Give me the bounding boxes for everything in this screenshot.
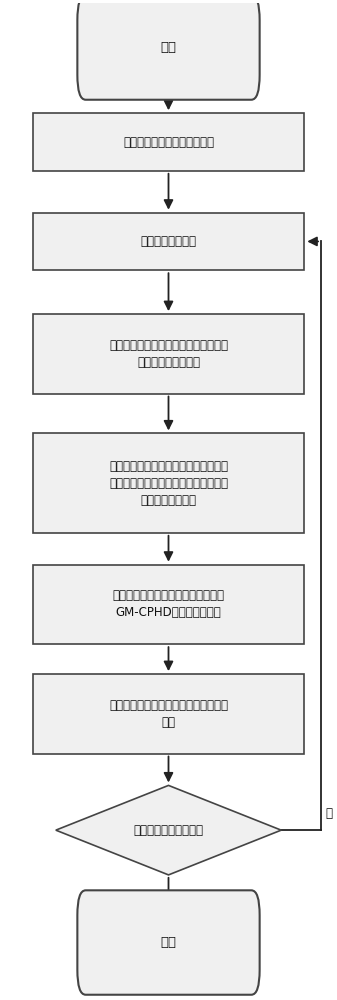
Bar <box>33 433 304 533</box>
Bar <box>33 565 304 644</box>
Text: 红外探测器获取红外图像序列: 红外探测器获取红外图像序列 <box>123 135 214 148</box>
Text: 采集单帧红外图像: 采集单帧红外图像 <box>141 235 196 248</box>
Text: 分块自适应阈值分割对背景抑制和目标
增强后图像进行分割，提取候选多目标
的状态和数目信息: 分块自适应阈值分割对背景抑制和目标 增强后图像进行分割，提取候选多目标 的状态和… <box>109 460 228 507</box>
Text: 改进的四阶偏微分方程实现单帧图像的
背景抑制和目标增强: 改进的四阶偏微分方程实现单帧图像的 背景抑制和目标增强 <box>109 339 228 369</box>
Text: 结束: 结束 <box>160 936 177 949</box>
FancyBboxPatch shape <box>78 0 259 100</box>
Text: 开始: 开始 <box>160 41 177 54</box>
Bar <box>33 674 304 754</box>
Bar <box>33 113 304 171</box>
Bar <box>33 314 304 394</box>
Text: 是: 是 <box>142 889 149 902</box>
Text: 输出红外弱小目标的航迹和数目变化趋
势图: 输出红外弱小目标的航迹和数目变化趋 势图 <box>109 699 228 729</box>
Bar <box>33 213 304 270</box>
Text: 否: 否 <box>326 807 333 820</box>
Text: 将候选多目标的状态和数目信息送入
GM-CPHD滤波器进行递归: 将候选多目标的状态和数目信息送入 GM-CPHD滤波器进行递归 <box>113 589 224 619</box>
Polygon shape <box>56 785 281 875</box>
Text: 目标检测跟踪是否结束: 目标检测跟踪是否结束 <box>133 824 204 837</box>
FancyBboxPatch shape <box>78 890 259 995</box>
